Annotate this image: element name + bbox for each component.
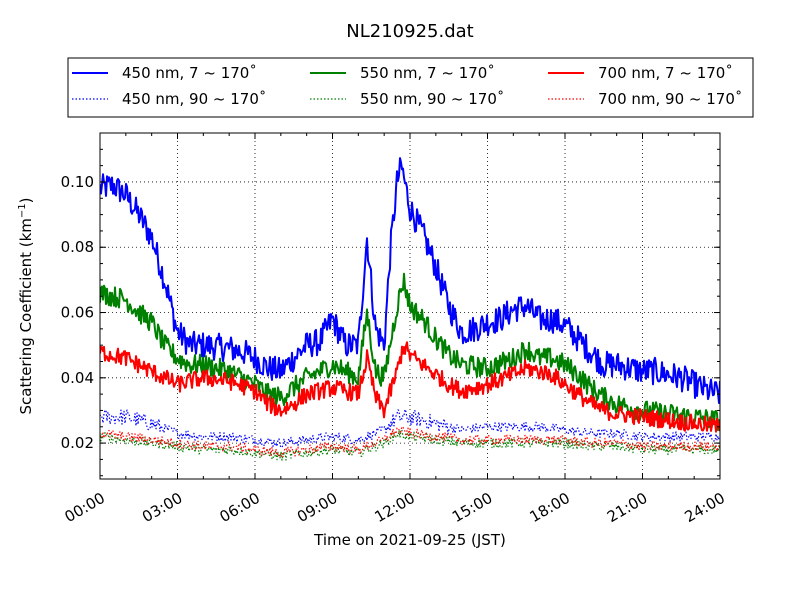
legend-box (67, 57, 754, 118)
series-line-4 (100, 341, 720, 433)
y-tick-label: 0.06 (61, 304, 94, 322)
y-tick-label: 0.04 (61, 369, 94, 387)
series-line-1 (100, 408, 720, 449)
plot-series (100, 157, 720, 461)
legend-label: 450 nm, 90 ~ 170˚ (122, 90, 266, 108)
legend-label: 550 nm, 7 ~ 170˚ (360, 64, 495, 82)
legend-label: 700 nm, 7 ~ 170˚ (598, 64, 733, 82)
y-axis-label-main: Scattering Coefficient (km (17, 218, 35, 414)
legend: 450 nm, 7 ~ 170˚ 550 nm, 7 ~ 170˚ 700 nm, … (67, 57, 754, 118)
series-line-0 (100, 157, 720, 404)
series-line-5 (100, 426, 720, 458)
series-line-2 (100, 272, 720, 432)
y-axis-label: Scattering Coefficient (km−1) (17, 197, 35, 414)
x-axis-label: Time on 2021-09-25 (JST) (313, 531, 506, 549)
y-tick-label: 0.08 (61, 238, 94, 256)
legend-label: 550 nm, 90 ~ 170˚ (360, 90, 504, 108)
legend-label: 450 nm, 7 ~ 170˚ (122, 64, 257, 82)
y-tick-label: 0.02 (61, 434, 94, 452)
y-tick-label: 0.10 (61, 173, 94, 191)
y-axis-label-exponent: −1 (17, 203, 28, 218)
legend-label: 700 nm, 90 ~ 170˚ (598, 90, 742, 108)
y-axis-label-close: ) (17, 197, 35, 203)
chart-title: NL210925.dat (346, 21, 473, 42)
